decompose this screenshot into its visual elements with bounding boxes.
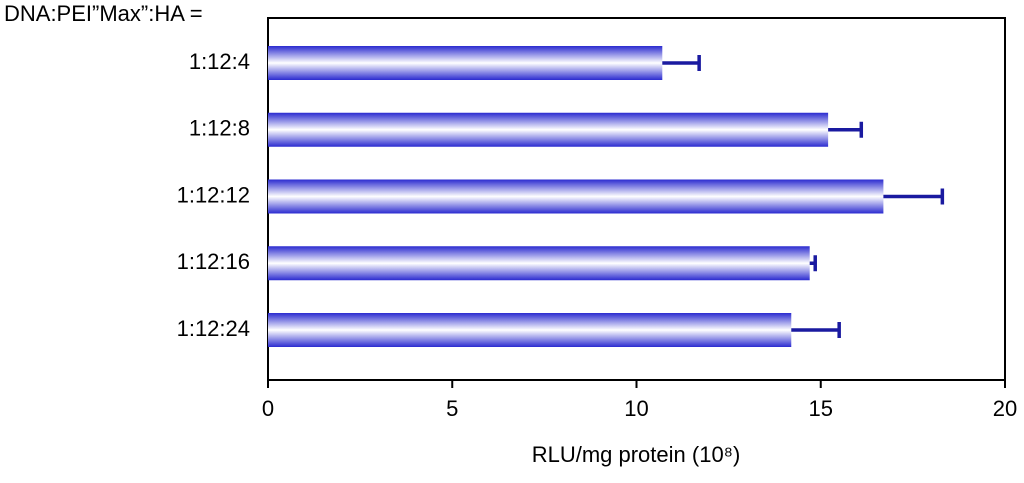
x-tick-label: 20 [993, 396, 1017, 421]
bar [268, 112, 829, 147]
bar [268, 179, 884, 214]
error-bar [662, 55, 701, 71]
error-bar [791, 322, 841, 338]
x-tick-label: 5 [446, 396, 458, 421]
y-tick-label: 1:12:4 [189, 49, 250, 74]
y-tick-label: 1:12:16 [177, 249, 250, 274]
y-tick-label: 1:12:8 [189, 116, 250, 141]
error-bar [809, 255, 817, 272]
x-tick-label: 15 [809, 396, 833, 421]
bar [268, 313, 792, 347]
y-axis-label: DNA:PEI”Max”:HA = [4, 1, 203, 26]
x-axis-label: RLU/mg protein (10⁸) [532, 442, 741, 467]
error-bar [883, 188, 945, 205]
bar [268, 246, 810, 281]
y-tick-label: 1:12:24 [177, 316, 250, 341]
bar [268, 46, 663, 80]
x-tick-label: 0 [262, 396, 274, 421]
y-tick-label: 1:12:12 [177, 182, 250, 207]
x-tick-label: 10 [624, 396, 648, 421]
error-bar [828, 121, 864, 138]
